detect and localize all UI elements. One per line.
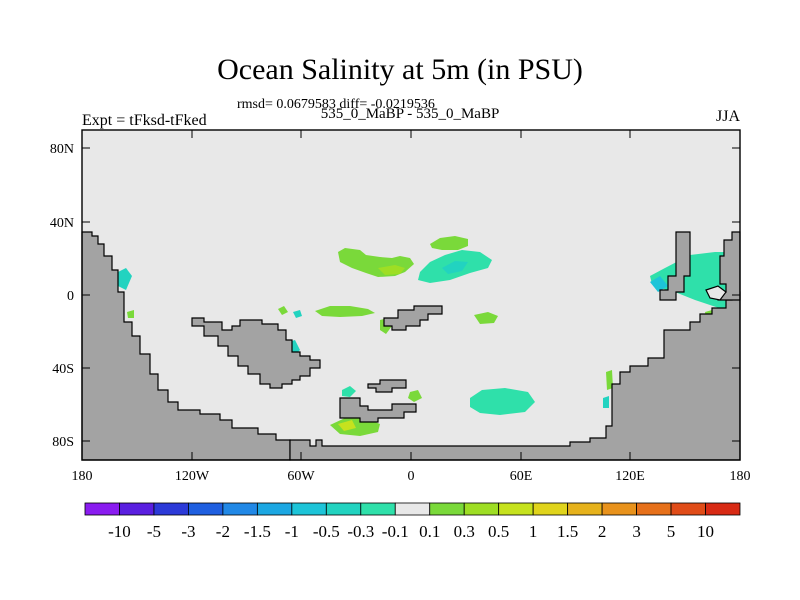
map-title: Ocean Salinity at 5m (in PSU): [217, 53, 583, 86]
patch-drake-dot: [278, 306, 288, 315]
lon-label-180e: 180: [730, 469, 751, 484]
colorbar-swatch: [291, 502, 327, 516]
lat-label-0: 0: [67, 289, 74, 304]
colorbar-label: -0.3: [347, 522, 374, 541]
colorbar-swatch: [463, 502, 500, 516]
colorbar-label: 2: [598, 522, 607, 541]
patch-gulf-guinea: [474, 312, 498, 324]
colorbar-label: 3: [632, 522, 641, 541]
colorbar-label: -10: [108, 522, 131, 541]
colorbar-swatch: [188, 502, 224, 516]
colorbar-swatch: [119, 502, 155, 516]
colorbar-label: -0.1: [382, 522, 409, 541]
colorbar-swatch: [360, 502, 396, 516]
lat-label-40n: 40N: [50, 216, 74, 231]
colorbar: -10 -5 -3 -2 -1.5 -1 -0.5 -0.3 -0.1 0.1 0.3 0.5 1 1.5…: [84, 502, 741, 541]
stats-label: rmsd= 0.0679583 diff= -0.0219536: [237, 97, 435, 112]
land-south-america: [191, 317, 321, 389]
lat-label-80s: 80S: [52, 435, 74, 450]
colorbar-label: 1: [529, 522, 538, 541]
lon-label-0: 0: [408, 469, 415, 484]
colorbar-swatch: [498, 502, 534, 516]
lon-label-60w: 60W: [287, 469, 315, 484]
colorbar-swatch: [256, 502, 293, 516]
patch-equatorial-atlantic: [315, 306, 375, 317]
lon-label-120w: 120W: [175, 469, 210, 484]
patch-north-pacific-east: [118, 268, 132, 290]
lon-label-180w: 180: [72, 469, 93, 484]
lat-labels: 80N 40N 0 40S 80S: [50, 142, 74, 450]
lat-label-80n: 80N: [50, 142, 74, 157]
lon-label-60e: 60E: [510, 469, 533, 484]
anomaly-patches: [118, 236, 740, 436]
colorbar-swatch: [325, 502, 362, 516]
colorbar-swatch: [153, 502, 189, 516]
colorbar-label: 1.5: [557, 522, 578, 541]
colorbar-label: -5: [147, 522, 161, 541]
colorbar-swatch: [567, 502, 603, 516]
colorbar-swatch: [705, 502, 741, 516]
colorbar-swatch: [222, 502, 258, 516]
patch-western-pacific-core: [650, 276, 668, 292]
patch-southern-ocean: [470, 388, 535, 415]
patch-weddell-right: [408, 390, 422, 402]
colorbar-label: 0.1: [419, 522, 440, 541]
lat-label-40s: 40S: [52, 362, 74, 377]
patch-south-atlantic: [342, 386, 356, 397]
colorbar-swatch: [636, 502, 672, 516]
patch-arabian-core: [442, 261, 468, 274]
colorbar-label: 0.3: [454, 522, 475, 541]
patch-chile-dot: [127, 310, 134, 318]
patch-weddell-core: [338, 420, 356, 431]
land-antarctic-island: [367, 379, 407, 393]
season-label: JJA: [715, 108, 740, 125]
patch-australia-south: [603, 396, 609, 408]
colorbar-label: 0.5: [488, 522, 509, 541]
colorbar-label: -1.5: [244, 522, 271, 541]
colorbar-label: -3: [181, 522, 195, 541]
colorbar-label: -1: [285, 522, 299, 541]
lon-axis: [81, 130, 741, 460]
colorbar-swatch: [429, 502, 465, 516]
lon-label-120e: 120E: [615, 469, 645, 484]
patch-australia-west: [606, 370, 613, 390]
land-japan-hole: [705, 285, 727, 301]
land-asia-coast: [659, 231, 691, 301]
colorbar-label: -2: [216, 522, 230, 541]
patch-north-atlantic-core: [378, 265, 405, 275]
colorbar-swatch: [601, 502, 637, 516]
land-americas-west: [81, 231, 291, 461]
landmasses: [81, 231, 741, 461]
land-africa: [383, 305, 443, 331]
colorbar-label: 5: [667, 522, 676, 541]
lon-labels: 180 120W 60W 0 60E 120E 180: [72, 469, 751, 484]
case-label: 535_0_MaBP - 535_0_MaBP: [320, 106, 500, 122]
colorbar-label: -0.5: [313, 522, 340, 541]
colorbar-swatch: [670, 502, 706, 516]
lat-axis: [82, 147, 740, 442]
patch-mediterranean: [430, 236, 468, 250]
experiment-label: Expt = tFksd-tFked: [82, 112, 207, 129]
colorbar-swatch: [84, 502, 120, 516]
colorbar-label: 10: [697, 522, 714, 541]
patch-pacific-dot: [293, 310, 302, 318]
land-antarctic-peninsula: [339, 397, 417, 423]
colorbar-swatch: [532, 502, 569, 516]
colorbar-swatch: [394, 502, 431, 516]
